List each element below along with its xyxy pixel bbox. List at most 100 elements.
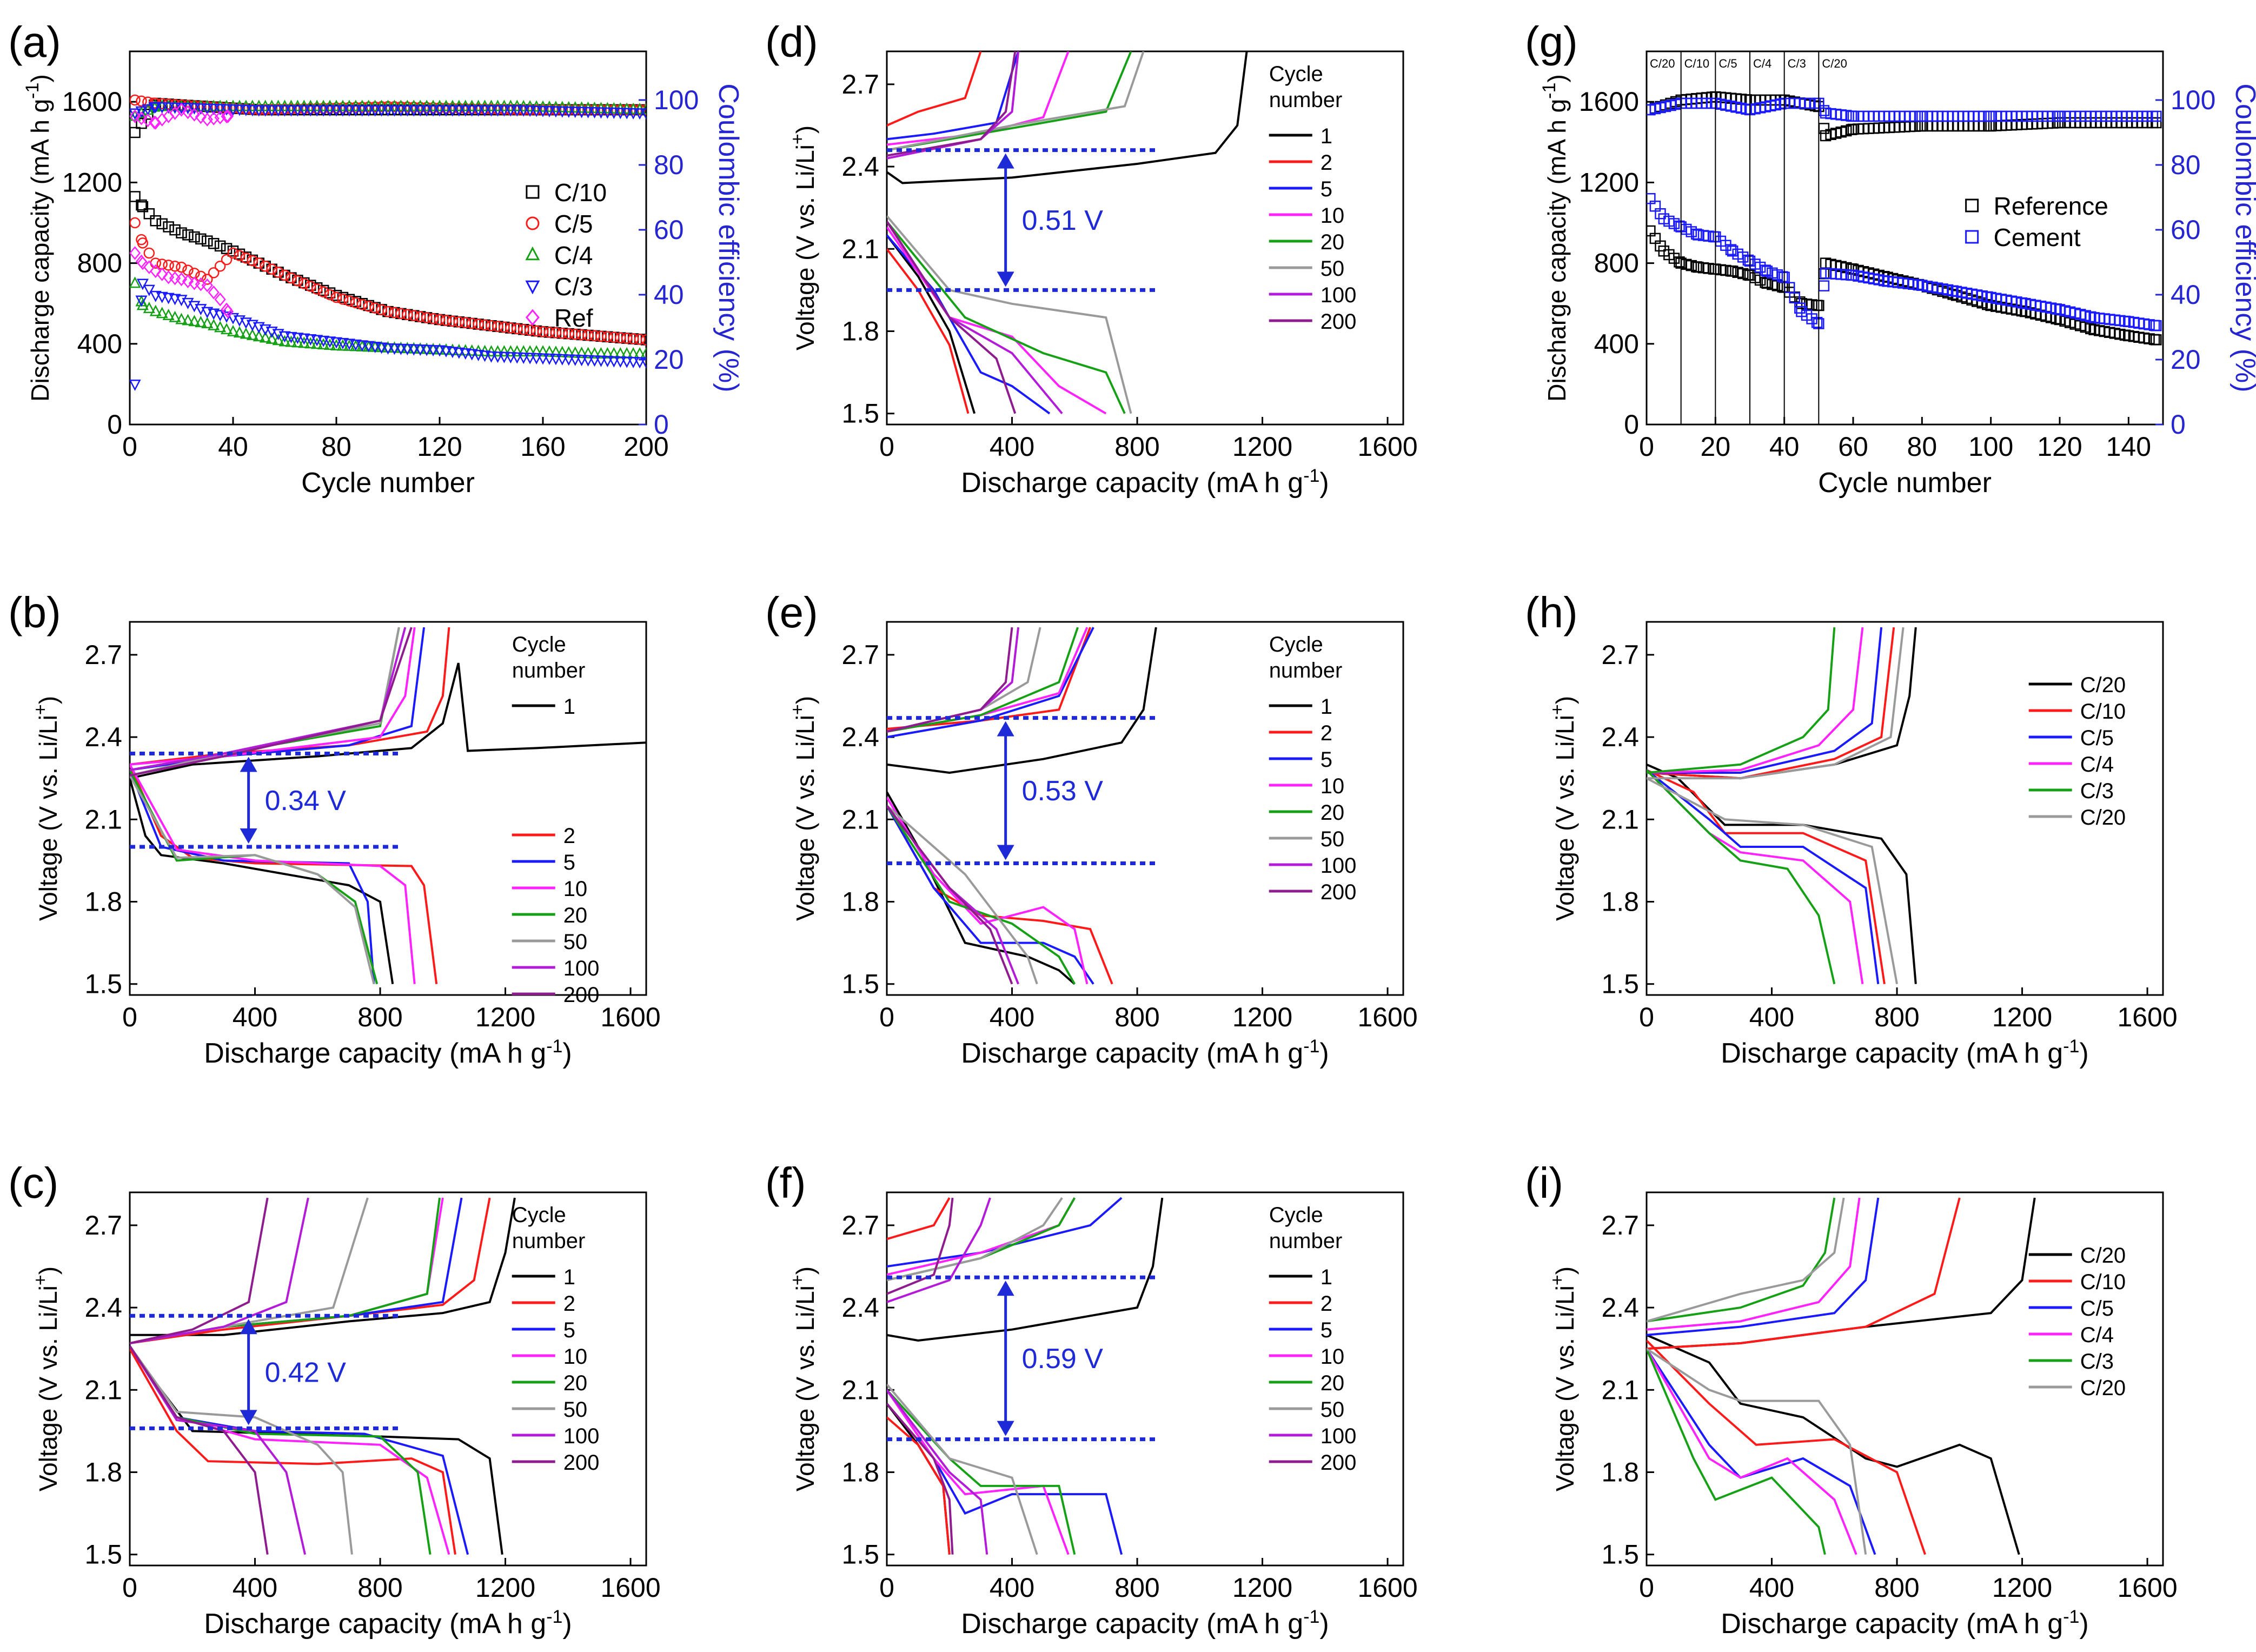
capacity-point <box>156 267 168 281</box>
capacity-point <box>1794 302 1806 314</box>
ce-point <box>511 105 523 117</box>
legend-entry: 1 <box>563 695 575 719</box>
curve-charge-2 <box>887 627 1092 730</box>
x-tick-label: 0 <box>879 432 894 462</box>
ce-point <box>569 107 581 118</box>
ce-point <box>543 106 556 118</box>
capacity-point <box>1649 233 1661 244</box>
gap-arrow-head-up <box>997 1281 1014 1296</box>
capacity-point <box>304 337 317 349</box>
capacity-point <box>195 270 207 282</box>
x-tick-label: 1600 <box>1357 1573 1417 1603</box>
ce-point <box>362 105 375 117</box>
capacity-point <box>627 333 639 344</box>
ce-point <box>323 105 336 117</box>
x-tick-label: 400 <box>990 432 1034 462</box>
x-tick-label: 1600 <box>2117 1573 2177 1603</box>
capacity-point <box>375 342 388 354</box>
panel-g: (g)0 20 40 60 80 100 120 140040080012001600Cycl… <box>1525 18 2256 499</box>
ce-point <box>1744 104 1756 116</box>
capacity-point <box>1976 297 1988 309</box>
capacity-point <box>156 291 168 303</box>
ce-point <box>311 103 323 114</box>
legend-entry: 20 <box>563 1371 588 1395</box>
capacity-point <box>247 255 258 267</box>
legend-entry: Ref <box>554 304 593 332</box>
rate-label: C/5 <box>1718 57 1737 70</box>
legend-entry: 100 <box>1321 283 1357 307</box>
capacity-point <box>1686 260 1697 271</box>
curve-charge-C-3 <box>1647 1197 1836 1323</box>
ce-point <box>427 102 439 114</box>
y-tick-label: 2.4 <box>841 151 879 182</box>
ce-point <box>614 108 627 120</box>
legend-entry: C/4 <box>2080 753 2114 777</box>
capacity-point <box>156 307 168 319</box>
legend-entry: 1 <box>1321 1265 1332 1289</box>
legend-entry: 5 <box>1321 748 1332 772</box>
ce-point <box>1649 103 1661 115</box>
ce-point <box>195 110 207 124</box>
ce-point <box>582 107 594 118</box>
ce-point <box>621 108 633 120</box>
curve-charge-C-3 <box>1647 627 1836 774</box>
curve-discharge-1 <box>130 778 394 985</box>
ce-point <box>142 104 154 116</box>
curve-charge-200 <box>130 1197 269 1344</box>
plot-area <box>130 94 646 391</box>
capacity-point <box>137 201 149 213</box>
capacity-point <box>189 231 200 243</box>
x-tick-label: 40 <box>218 432 248 462</box>
ce-point <box>175 103 188 117</box>
plot-frame <box>129 50 647 426</box>
ce-point <box>317 102 329 114</box>
y-tick-label: 2.7 <box>84 640 122 670</box>
curve-charge-20 <box>887 627 1079 733</box>
x-axis-title: Discharge capacity (mA h g-1) <box>961 1036 1329 1069</box>
curve-discharge-200 <box>130 1345 269 1555</box>
ce-point <box>253 105 265 117</box>
legend-entry: C/5 <box>2080 726 2114 750</box>
legend-title: number <box>1269 88 1343 112</box>
y2-tick-label: 20 <box>2171 344 2201 375</box>
capacity-point <box>576 329 587 341</box>
ce-point <box>1647 104 1656 116</box>
panel-c: (c)0 400 800 1200 16001.51.82.12.42.7Dischar… <box>8 1159 661 1640</box>
x-tick-label: 200 <box>623 432 668 462</box>
legend-entry: C/5 <box>554 210 593 238</box>
ce-point <box>156 102 168 114</box>
x-tick-label: 800 <box>1114 432 1159 462</box>
capacity-point <box>143 247 155 259</box>
ce-point <box>427 105 440 117</box>
ce-point <box>421 102 433 114</box>
ce-point <box>388 105 401 117</box>
curve-charge-2 <box>130 627 450 766</box>
capacity-point <box>343 295 355 307</box>
capacity-point <box>524 324 536 336</box>
capacity-point <box>362 341 375 353</box>
curve-charge-C-10 <box>1647 1197 1961 1350</box>
capacity-point <box>149 304 162 316</box>
capacity-point <box>588 355 601 367</box>
capacity-point <box>556 327 568 339</box>
capacity-point <box>1976 290 1988 302</box>
ce-point <box>349 105 362 117</box>
capacity-point <box>382 343 394 355</box>
capacity-point <box>285 331 297 343</box>
capacity-point <box>1942 284 1954 296</box>
capacity-point <box>530 353 543 365</box>
capacity-point <box>536 345 549 357</box>
ce-point <box>472 105 485 117</box>
y-axis-title: Voltage (V vs. Li/Li+) <box>787 125 819 350</box>
legend-entry: 20 <box>1321 230 1345 254</box>
ce-point <box>1665 99 1676 111</box>
capacity-point <box>143 301 155 313</box>
capacity-point <box>182 229 194 241</box>
curve-discharge-200 <box>887 221 1017 414</box>
rate-label: C/20 <box>1650 57 1675 70</box>
y-tick-label: 2.7 <box>84 1210 122 1240</box>
y-tick-label: 400 <box>1594 329 1639 359</box>
capacity-point <box>602 331 613 342</box>
capacity-point <box>221 254 233 266</box>
y-tick-label: 1.5 <box>84 1540 122 1570</box>
